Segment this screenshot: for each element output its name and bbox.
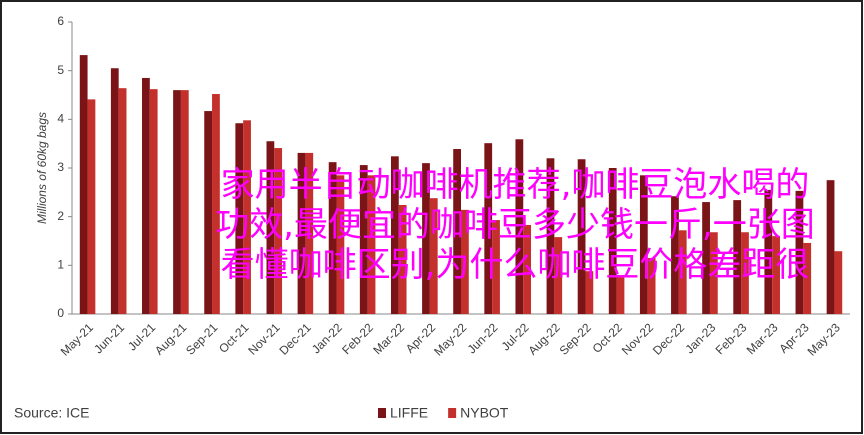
legend-swatch: [378, 408, 386, 418]
bar: [390, 156, 399, 314]
bar: [274, 148, 283, 314]
bar: [422, 163, 430, 314]
bar: [204, 111, 213, 314]
bar: [110, 68, 119, 314]
y-tick-label: 4: [57, 112, 64, 126]
y-tick-label: 5: [57, 63, 64, 77]
bar: [834, 251, 843, 314]
bar: [733, 200, 742, 314]
bar: [492, 220, 500, 314]
y-tick-label: 1: [57, 258, 64, 272]
bar: [461, 209, 469, 314]
bar: [336, 175, 345, 314]
y-tick-label: 0: [57, 306, 64, 320]
bar: [616, 275, 625, 314]
bar: [803, 242, 812, 314]
y-axis-label: Millions of 60kg bags: [35, 112, 49, 224]
legend-swatch: [448, 408, 457, 418]
bar: [546, 158, 555, 314]
bar: [678, 230, 687, 314]
bar: [772, 236, 780, 314]
bar: [585, 271, 594, 314]
bar: [484, 143, 493, 314]
bar: [118, 88, 127, 314]
bar: [359, 165, 368, 314]
bar: [212, 94, 220, 314]
bar: [764, 189, 773, 314]
bar: [429, 198, 438, 314]
bar: [87, 99, 96, 314]
bar: [608, 168, 617, 314]
bar: [515, 139, 524, 314]
bar: [180, 90, 189, 314]
bar: [639, 175, 648, 314]
legend-label: LIFFE: [390, 405, 428, 421]
bar: [647, 258, 656, 314]
bar: [453, 149, 461, 314]
bar: [142, 77, 150, 314]
annotation: 家用半自动咖啡机推荐,咖啡豆泡水喝的功效,最便宜的咖啡豆多少钱一斤,一张图看懂咖…: [215, 165, 815, 285]
bar: [795, 190, 804, 314]
bar: [243, 120, 251, 314]
bar: [305, 152, 314, 314]
bar: [523, 224, 532, 314]
annotation-box: 家用半自动咖啡机推荐,咖啡豆泡水喝的功效,最便宜的咖啡豆多少钱一斤,一张图看懂咖…: [215, 165, 815, 285]
bar: [577, 159, 586, 314]
bar: [709, 232, 718, 314]
bar: [235, 123, 244, 314]
y-tick-label: 2: [57, 209, 64, 223]
bar: [79, 55, 88, 315]
bar: [702, 202, 710, 314]
bar: [741, 232, 749, 314]
y-tick-label: 6: [57, 14, 64, 28]
bar: [328, 162, 337, 314]
legend-label: NYBOT: [460, 405, 509, 421]
bar: [826, 180, 835, 314]
bar: [554, 237, 563, 314]
source: Source: ICE: [14, 405, 89, 421]
bar: [266, 141, 275, 314]
bar: [671, 196, 679, 314]
bar: [297, 152, 306, 314]
y-tick-label: 3: [57, 160, 64, 174]
bar: [173, 90, 181, 314]
bar: [367, 175, 376, 314]
bar: [149, 89, 158, 314]
bar: [398, 204, 407, 314]
